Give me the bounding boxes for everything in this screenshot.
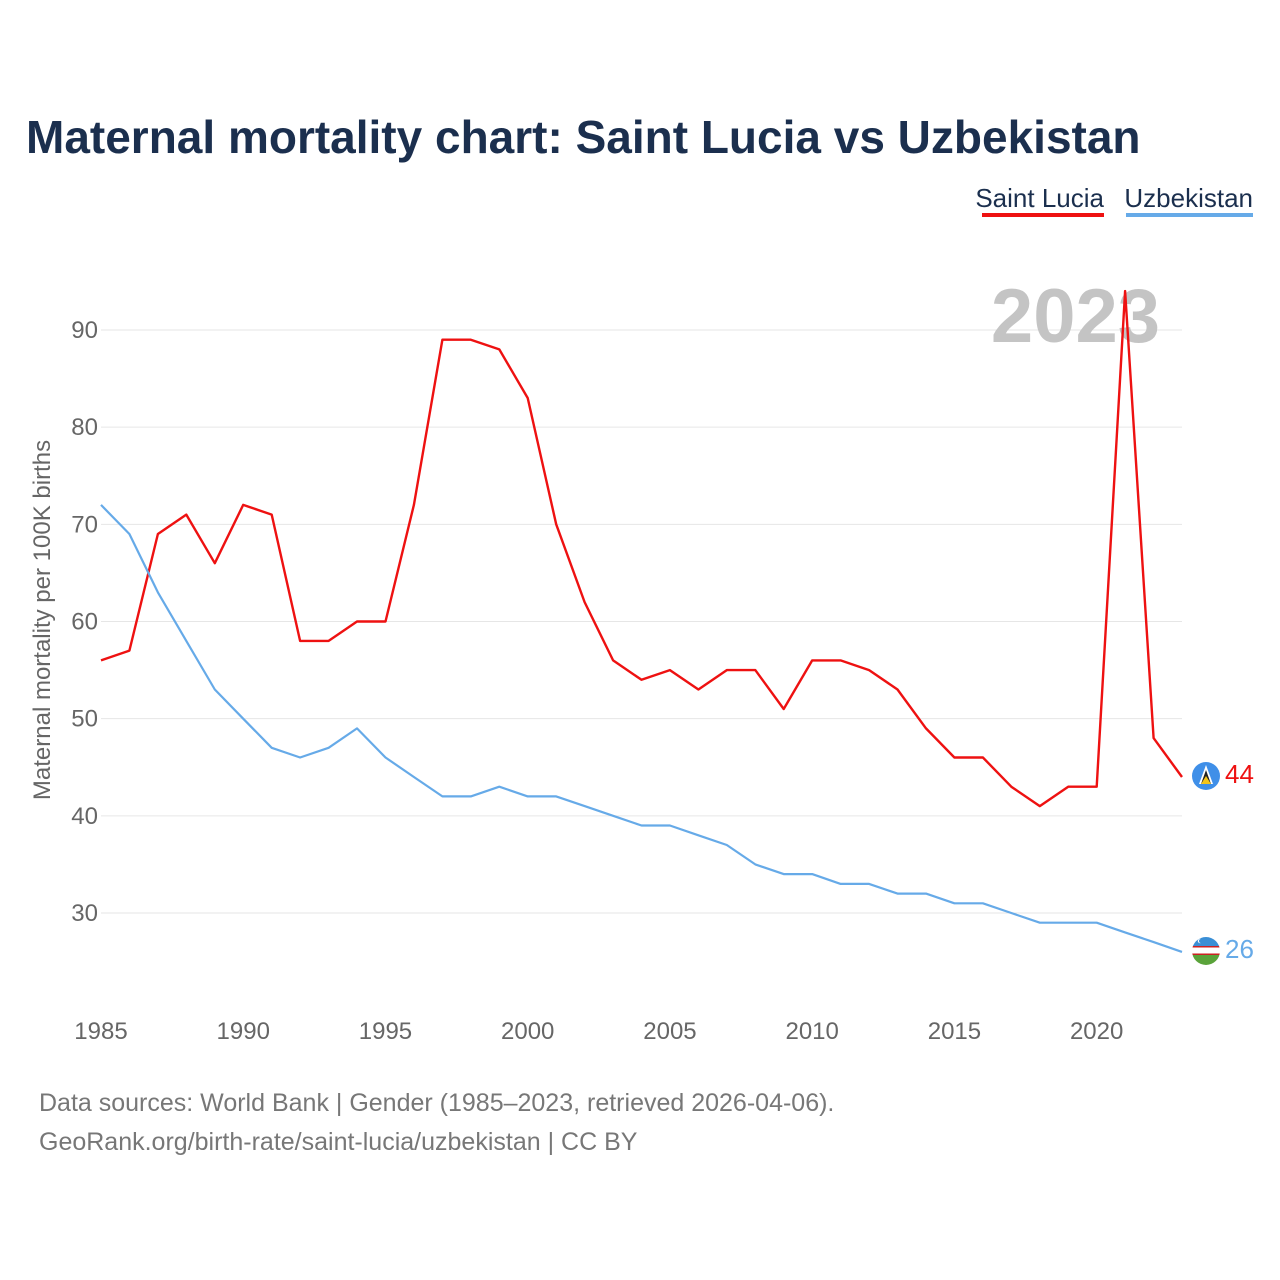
y-tick-label-40: 40 [71, 803, 98, 830]
x-tick-label-2015: 2015 [928, 1018, 981, 1045]
x-tick-label-1995: 1995 [359, 1018, 412, 1045]
chart-title: Maternal mortality chart: Saint Lucia vs… [26, 111, 1141, 163]
x-tick-label-2005: 2005 [643, 1018, 696, 1045]
y-tick-label-60: 60 [71, 609, 98, 636]
legend-item-uzbekistan[interactable]: Uzbekistan [1124, 183, 1253, 213]
x-axis-ticks: 1985 1990 1995 2000 2005 2010 2015 2020 [74, 1018, 1123, 1045]
x-tick-label-2010: 2010 [785, 1018, 838, 1045]
y-axis-ticks: 30 40 50 60 70 80 90 [71, 317, 98, 927]
y-axis-label: Maternal mortality per 100K births [29, 440, 56, 800]
end-value-saint-lucia: 44 [1225, 759, 1254, 789]
year-watermark: 2023 [991, 274, 1160, 359]
series-line-saint-lucia [100, 289, 1183, 808]
y-tick-label-70: 70 [71, 511, 98, 538]
legend: Saint Lucia Uzbekistan [975, 183, 1253, 217]
credit-link[interactable]: GeoRank.org/birth-rate/saint-lucia/uzbek… [39, 1128, 638, 1156]
x-tick-label-1985: 1985 [74, 1018, 127, 1045]
source-note: Data sources: World Bank | Gender (1985–… [39, 1089, 834, 1117]
x-tick-label-2020: 2020 [1070, 1018, 1123, 1045]
end-value-uzbekistan: 26 [1225, 934, 1254, 964]
y-tick-label-30: 30 [71, 900, 98, 927]
y-tick-label-80: 80 [71, 414, 98, 441]
y-tick-label-50: 50 [71, 706, 98, 733]
uzbekistan-flag-icon [1192, 937, 1220, 965]
legend-swatch-saint-lucia [982, 213, 1104, 217]
series-lines [100, 289, 1183, 953]
legend-item-saint-lucia[interactable]: Saint Lucia [975, 183, 1104, 213]
x-tick-label-2000: 2000 [501, 1018, 554, 1045]
y-tick-label-90: 90 [71, 317, 98, 344]
series-line-uzbekistan [100, 504, 1183, 953]
x-tick-label-1990: 1990 [217, 1018, 270, 1045]
saint-lucia-flag-icon [1192, 762, 1220, 790]
gridlines [101, 329, 1182, 914]
legend-swatch-uzbekistan [1126, 213, 1253, 217]
